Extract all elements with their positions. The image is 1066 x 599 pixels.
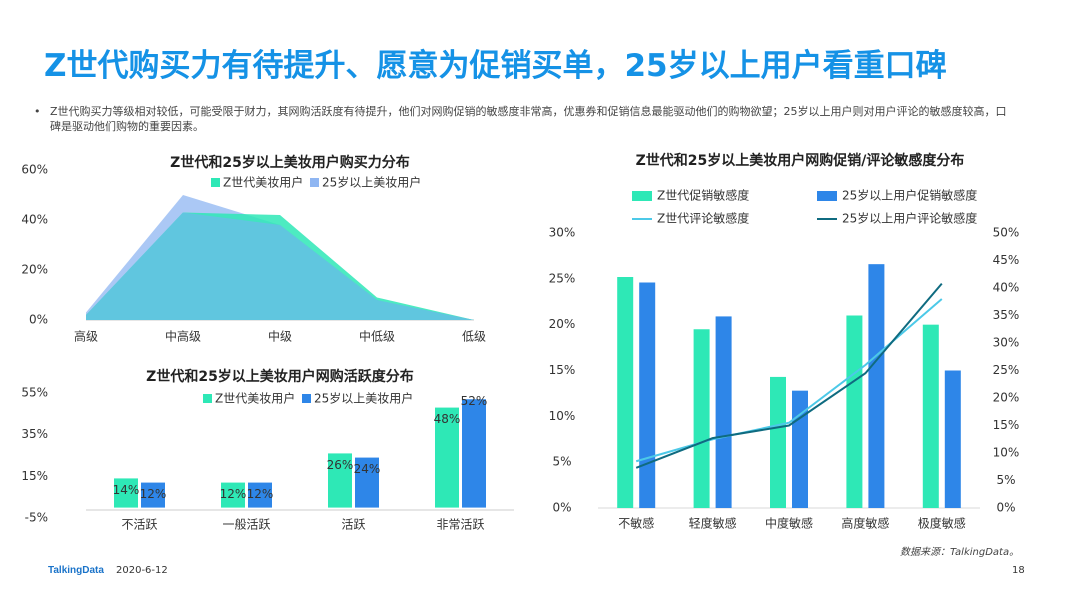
chart1-area-overlap <box>86 212 474 320</box>
chart3-ytick-left: 5% <box>552 455 571 469</box>
chart2-bar-age25 <box>141 482 165 508</box>
chart3-xtick: 轻度敏感 <box>689 516 737 531</box>
chart2-bar-z <box>114 478 138 508</box>
chart2-bar-z <box>328 453 352 508</box>
chart3-ytick-right: 50% <box>993 226 1020 240</box>
chart2-legend-label: Z世代美妆用户 <box>215 391 295 406</box>
chart2-title: Z世代和25岁以上美妆用户网购活跃度分布 <box>146 369 414 385</box>
chart3-bar-age25-promo <box>639 282 656 508</box>
chart3-xtick: 不敏感 <box>618 516 654 531</box>
chart3-ytick-right: 10% <box>993 446 1020 460</box>
footer-date: 2020-6-12 <box>116 565 168 576</box>
chart1-xtick: 中级 <box>268 329 292 344</box>
chart2-bar-age25 <box>355 457 379 508</box>
chart3-ytick-left: 20% <box>549 317 576 331</box>
chart3-ytick-right: 5% <box>996 473 1015 487</box>
chart2-data-label: 12% <box>140 487 167 501</box>
chart3-ytick-right: 40% <box>993 281 1020 295</box>
chart2-xtick: 不活跃 <box>121 518 157 532</box>
chart3-xtick: 高度敏感 <box>841 516 889 531</box>
chart3-bar-z-promo <box>693 329 710 508</box>
chart1-xtick: 中低级 <box>359 329 395 344</box>
chart2-ytick: 15% <box>21 469 48 483</box>
chart3-bar-z-promo <box>846 315 863 508</box>
chart3-ytick-right: 25% <box>993 363 1020 377</box>
chart2-legend-swatch <box>302 394 311 403</box>
chart2-legend-label: 25岁以上美妆用户 <box>314 391 413 406</box>
chart2-bar-z <box>221 482 245 508</box>
chart3-bar-z-promo <box>617 277 634 508</box>
chart3-bar-z-promo <box>770 376 786 508</box>
chart1-ytick: 60% <box>21 163 48 177</box>
chart1-ytick: 40% <box>21 213 48 227</box>
chart2-data-label: 48% <box>434 412 461 426</box>
chart2-xtick: 非常活跃 <box>436 518 484 532</box>
chart2-xtick: 一般活跃 <box>222 517 270 532</box>
chart3-xtick: 中度敏感 <box>765 516 813 531</box>
chart1-xtick: 中高级 <box>165 329 201 344</box>
chart3-legend-swatch <box>817 191 837 201</box>
chart3-xtick: 极度敏感 <box>918 516 966 531</box>
page-title: Z世代购买力有待提升、愿意为促销买单，25岁以上用户看重口碑 <box>44 48 947 84</box>
chart3-legend-label: 25岁以上用户促销敏感度 <box>842 188 977 203</box>
chart3-ytick-right: 0% <box>996 501 1015 515</box>
chart3-bar-z-promo <box>922 324 939 508</box>
summary-text: Z世代购买力等级相对较低，可能受限于财力，其网购活跃度有待提升，他们对网购促销的… <box>50 105 1007 133</box>
chart1-legend-swatch <box>310 178 319 187</box>
chart3-ytick-right: 45% <box>993 253 1020 267</box>
chart3-ytick-left: 15% <box>549 363 576 377</box>
chart2-data-label: 24% <box>354 462 381 476</box>
page-number: 18 <box>1012 565 1025 576</box>
chart3-ytick-left: 0% <box>552 501 571 515</box>
chart3-bar-age25-promo <box>792 390 808 508</box>
chart3-line-age25-review <box>635 282 943 469</box>
chart2-bar-z <box>435 407 459 508</box>
chart2-xtick: 活跃 <box>341 518 365 532</box>
talkingdata-logo: TalkingData <box>48 565 104 576</box>
chart3-title: Z世代和25岁以上美妆用户网购促销/评论敏感度分布 <box>635 153 965 169</box>
chart3-ytick-right: 20% <box>993 391 1020 405</box>
chart1-legend-swatch <box>211 178 220 187</box>
chart3-legend-label: 25岁以上用户评论敏感度 <box>842 211 977 226</box>
chart1-legend-label: Z世代美妆用户 <box>223 175 303 190</box>
chart2-ytick: 35% <box>21 427 48 441</box>
summary-bullet: • Z世代购买力等级相对较低，可能受限于财力，其网购活跃度有待提升，他们对网购促… <box>34 104 1010 134</box>
chart2-bar-age25 <box>462 399 486 508</box>
chart3-ytick-right: 15% <box>993 418 1020 432</box>
chart3-ytick-left: 10% <box>549 409 576 423</box>
chart2-ytick: 55% <box>21 386 48 400</box>
data-source: 数据来源：TalkingData。 <box>900 547 1020 558</box>
chart1-ytick: 0% <box>29 313 48 327</box>
chart3-ytick-left: 25% <box>549 271 576 285</box>
chart3-bar-age25-promo <box>944 370 961 508</box>
chart1-ytick: 20% <box>21 263 48 277</box>
chart2-data-label: 12% <box>247 487 274 501</box>
chart3-legend-label: Z世代评论敏感度 <box>657 211 749 226</box>
chart1-xtick: 低级 <box>462 330 486 344</box>
chart2-legend-swatch <box>203 394 212 403</box>
chart3-bar-age25-promo <box>868 264 885 508</box>
chart3-line-z-review <box>635 298 943 463</box>
chart2-data-label: 26% <box>327 458 354 472</box>
chart2-data-label: 14% <box>113 483 140 497</box>
chart3-ytick-right: 30% <box>993 336 1020 350</box>
bullet-dot: • <box>34 105 41 118</box>
chart2-data-label: 12% <box>220 487 247 501</box>
chart3-ytick-right: 35% <box>993 308 1020 322</box>
chart3-legend-swatch <box>632 191 652 201</box>
chart3-legend-label: Z世代促销敏感度 <box>657 188 749 203</box>
chart3-bar-age25-promo <box>715 316 732 508</box>
chart2-ytick: -5% <box>25 511 48 525</box>
chart1-legend-label: 25岁以上美妆用户 <box>322 175 421 190</box>
chart2-bar-age25 <box>248 482 272 508</box>
chart2-data-label: 52% <box>461 394 488 408</box>
chart3-ytick-left: 30% <box>549 226 576 240</box>
chart1-xtick: 高级 <box>74 329 98 344</box>
chart1-title: Z世代和25岁以上美妆用户购买力分布 <box>170 155 410 171</box>
